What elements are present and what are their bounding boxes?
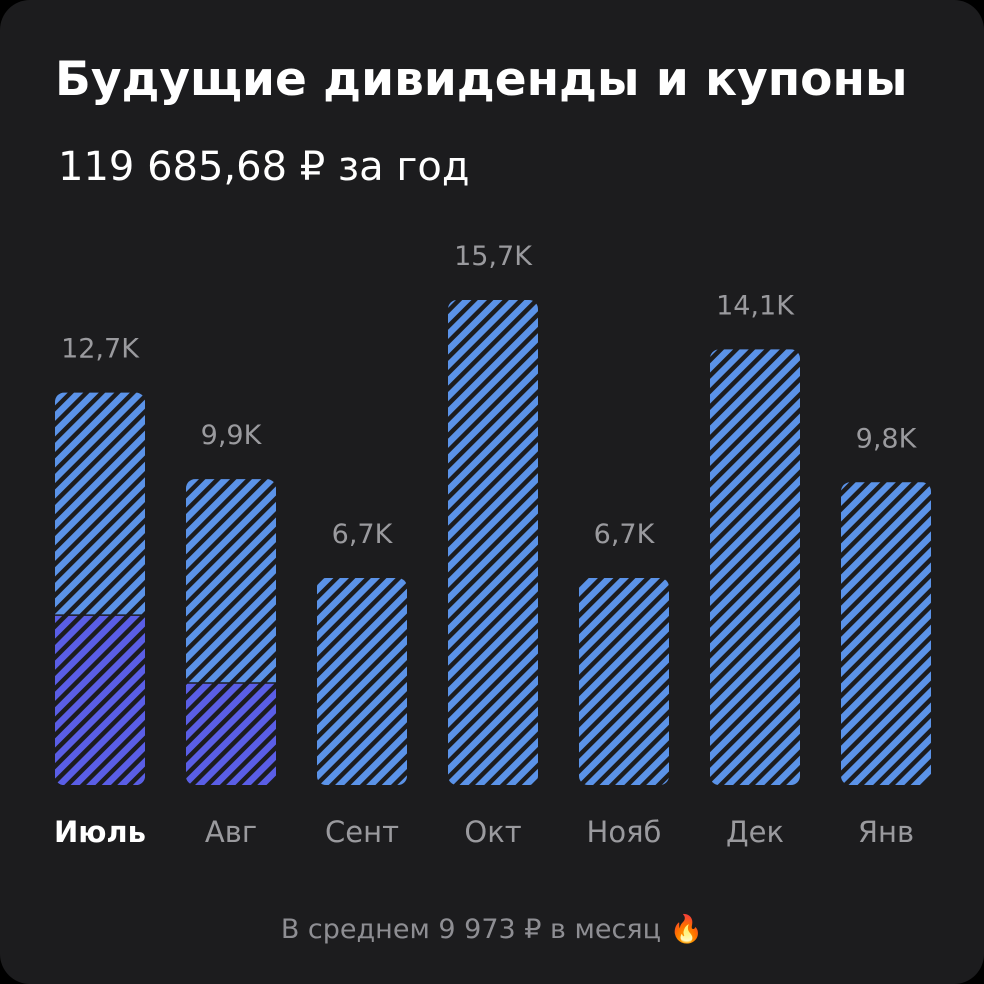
- x-tick-label[interactable]: Янв: [858, 815, 914, 849]
- footer-note: В среднем 9 973 ₽ в месяц 🔥: [281, 913, 703, 945]
- bar-segment: [55, 615, 145, 785]
- bar: [710, 349, 800, 785]
- bar: [448, 300, 538, 785]
- value-label: 6,7K: [594, 519, 656, 550]
- value-label: 14,1K: [716, 290, 795, 321]
- value-label: 6,7K: [332, 519, 394, 550]
- x-tick-label[interactable]: Дек: [726, 815, 784, 849]
- x-tick-label[interactable]: Нояб: [587, 815, 662, 849]
- bar-segment: [186, 683, 276, 785]
- value-label: 12,7K: [61, 334, 140, 365]
- bar: [579, 578, 669, 785]
- chart-title: Будущие дивиденды и купоны: [55, 52, 907, 107]
- x-tick-label[interactable]: Авг: [205, 815, 257, 849]
- bar: [317, 578, 407, 785]
- value-label: 15,7K: [454, 241, 533, 272]
- x-tick-label[interactable]: Сент: [325, 815, 399, 849]
- value-label: 9,9K: [201, 420, 263, 451]
- value-label: 9,8K: [856, 423, 918, 454]
- chart-subtitle: 119 685,68 ₽ за год: [58, 144, 470, 190]
- x-tick-label[interactable]: Июль: [54, 815, 146, 849]
- x-tick-label[interactable]: Окт: [464, 815, 521, 849]
- bar: [841, 482, 931, 785]
